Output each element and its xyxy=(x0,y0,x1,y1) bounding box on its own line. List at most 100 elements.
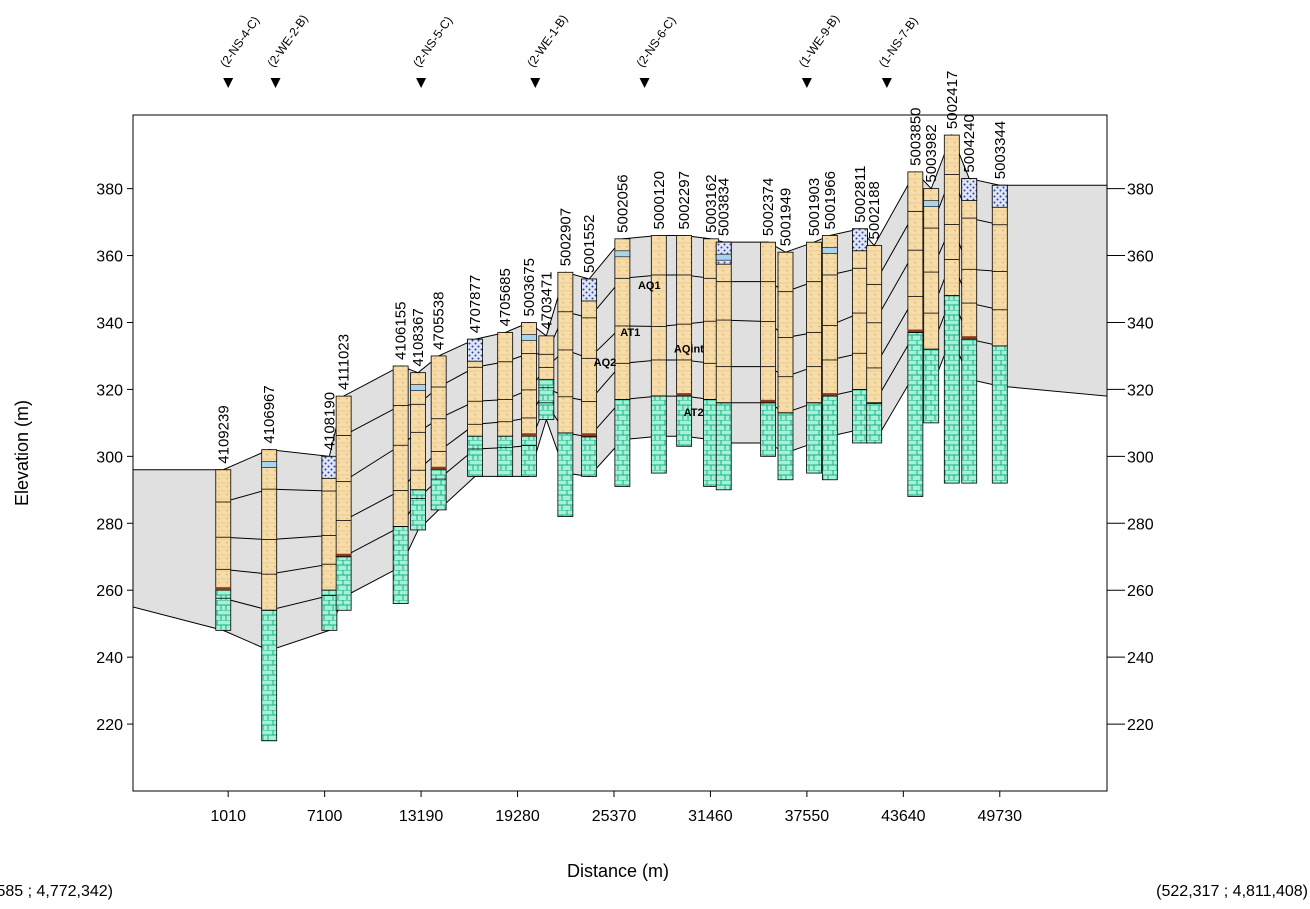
borehole-logs: 4109239 4106967 4108190 4111023 4106155 41083… xyxy=(215,71,1009,742)
borehole-dotted-layer xyxy=(991,184,1008,208)
borehole-sediment xyxy=(497,332,514,437)
well-id-label: 4109239 xyxy=(215,405,232,463)
well-id-label: 5001903 xyxy=(806,178,823,236)
borehole-lens xyxy=(521,334,537,341)
borehole: 5003850 xyxy=(907,107,924,497)
x-tick-label: 19280 xyxy=(495,808,540,825)
section-marker-triangle xyxy=(530,78,541,88)
section-marker-label: (2-NS-6-C) xyxy=(634,14,679,70)
y-tick-label-right: 320 xyxy=(1127,382,1154,399)
borehole-contact-band xyxy=(431,466,447,470)
section-marker-label: (1-NS-7-B) xyxy=(876,14,921,70)
y-tick-label-right: 360 xyxy=(1127,249,1154,266)
borehole-bedrock xyxy=(521,435,537,477)
section-marker-triangle xyxy=(270,78,281,88)
section-marker-triangle xyxy=(881,78,892,88)
borehole-contact-band xyxy=(907,329,923,333)
unit-label: AQ2 xyxy=(594,357,617,369)
borehole-sediment xyxy=(430,355,447,471)
borehole: 5000120 xyxy=(651,171,668,474)
y-tick-label-right: 280 xyxy=(1127,516,1154,533)
borehole-sediment xyxy=(392,365,409,528)
borehole: 4109239 xyxy=(215,405,232,631)
well-id-label: 5003850 xyxy=(907,107,924,165)
borehole-bedrock xyxy=(321,589,338,631)
well-id-label: 5002056 xyxy=(614,174,631,232)
x-tick-label: 31460 xyxy=(688,808,733,825)
well-id-label: 5001966 xyxy=(822,171,839,229)
borehole-lens xyxy=(923,200,940,207)
borehole: 5002907 xyxy=(557,208,574,517)
well-id-label: 4108190 xyxy=(321,392,338,450)
borehole: 5002188 xyxy=(866,181,883,444)
borehole-dotted-layer xyxy=(852,228,868,252)
y-tick-label-left: 320 xyxy=(96,382,123,399)
borehole-bedrock xyxy=(410,489,426,531)
borehole-bedrock xyxy=(497,435,514,477)
y-tick-label-left: 300 xyxy=(96,449,123,466)
unit-label: AQ1 xyxy=(638,280,661,292)
well-id-label: 5003982 xyxy=(923,124,940,182)
borehole-sediment xyxy=(923,188,940,350)
x-tick-label: 37550 xyxy=(785,808,830,825)
borehole-bedrock xyxy=(467,435,483,477)
section-marker-label: (2-NS-5-C) xyxy=(410,14,455,70)
borehole-sediment xyxy=(261,449,278,611)
well-id-label: 4106967 xyxy=(261,385,278,443)
well-id-label: 5003675 xyxy=(521,258,538,316)
borehole-sediment xyxy=(852,228,868,390)
borehole: 5002056 xyxy=(614,174,631,487)
well-id-label: 5003162 xyxy=(703,174,720,232)
borehole: 5001903 xyxy=(806,178,823,474)
x-axis-title: Distance (m) xyxy=(567,861,669,881)
x-tick-label: 25370 xyxy=(592,808,637,825)
y-tick-label-left: 240 xyxy=(96,650,123,667)
x-tick-label: 1010 xyxy=(210,808,246,825)
borehole: 5002811 xyxy=(852,165,869,444)
y-tick-label-right: 380 xyxy=(1127,182,1154,199)
borehole-bedrock xyxy=(777,412,794,481)
y-tick-label-right: 220 xyxy=(1127,717,1154,734)
borehole: 4703471 xyxy=(538,271,555,420)
well-id-label: 5003344 xyxy=(992,121,1009,179)
borehole-sediment xyxy=(215,469,232,591)
x-tick-label: 7100 xyxy=(307,808,343,825)
well-id-label: 4703471 xyxy=(538,271,555,329)
borehole: 4707877 xyxy=(467,275,484,477)
borehole: 4108367 xyxy=(410,308,427,531)
borehole-bedrock xyxy=(676,395,693,447)
borehole-bedrock xyxy=(991,345,1008,484)
borehole-bedrock xyxy=(581,435,598,477)
well-id-label: 4705538 xyxy=(431,292,448,350)
section-marker-label: (2-NS-4-C) xyxy=(217,14,262,70)
borehole-bedrock xyxy=(335,556,352,611)
borehole: 5002374 xyxy=(760,178,777,457)
corner-coordinate-left: (469,585 ; 4,772,342) xyxy=(0,883,113,900)
section-marker-triangle xyxy=(801,78,812,88)
borehole-sediment xyxy=(961,178,978,340)
borehole-bedrock xyxy=(866,402,883,444)
section-marker-triangle xyxy=(223,78,234,88)
borehole-sediment xyxy=(715,241,732,404)
borehole-sediment xyxy=(991,184,1008,347)
axes: 1010 7100 13190 19280 25370 31460 37550 43640 49… xyxy=(96,182,1154,825)
borehole-contact-band xyxy=(760,399,776,403)
borehole-contact-band xyxy=(581,433,597,437)
y-tick-label-left: 380 xyxy=(96,182,123,199)
borehole-dotted-layer xyxy=(467,338,483,362)
borehole-bedrock xyxy=(557,432,574,517)
well-id-label: 4707877 xyxy=(467,275,484,333)
plot-frame xyxy=(132,114,1108,792)
section-marker-triangle xyxy=(416,78,427,88)
borehole-lens xyxy=(822,247,838,254)
borehole-contact-band xyxy=(215,587,231,591)
well-id-label: 4705685 xyxy=(497,268,514,326)
borehole: 4705685 xyxy=(497,268,514,477)
borehole-sediment xyxy=(866,245,883,404)
borehole-sediment xyxy=(821,235,838,397)
y-tick-label-right: 260 xyxy=(1127,583,1154,600)
borehole-sediment xyxy=(943,134,960,297)
y-tick-label-left: 360 xyxy=(96,249,123,266)
unit-label: AT1 xyxy=(620,327,640,339)
borehole: 5001949 xyxy=(777,188,795,481)
